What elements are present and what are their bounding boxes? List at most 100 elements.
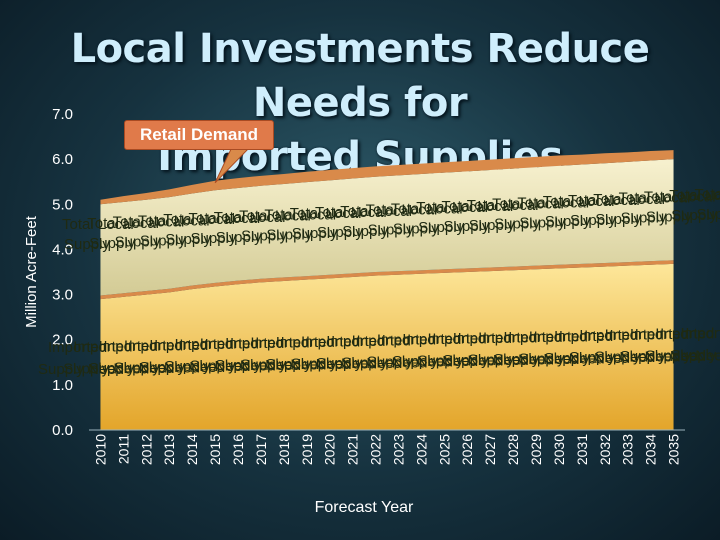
local-supply-label-line-2: Supply bbox=[621, 210, 667, 227]
x-tick-label: 2027 bbox=[482, 434, 498, 465]
x-tick-label: 2022 bbox=[368, 434, 384, 465]
imported-supply-label-line-2: Supply Need bbox=[569, 349, 655, 366]
imported-supply-label-line-2: Supply Need bbox=[519, 350, 605, 367]
local-supply-label-line-1: Total Local bbox=[391, 200, 463, 217]
x-tick-label: 2033 bbox=[620, 434, 636, 465]
local-supply-label-line-2: Supply bbox=[115, 234, 161, 251]
imported-supply-label-line-2: Supply Need bbox=[139, 359, 225, 376]
local-supply-label-line-1: Total Local bbox=[467, 197, 539, 214]
x-tick-label: 2029 bbox=[528, 434, 544, 465]
imported-supply-label-line-1: Imported bbox=[149, 337, 208, 354]
local-supply-label-line-2: Supply bbox=[165, 231, 211, 248]
local-supply-label-line-1: Total Local bbox=[62, 216, 134, 233]
x-tick-label: 2024 bbox=[413, 434, 429, 465]
local-supply-label-line-2: Supply bbox=[393, 220, 439, 237]
local-supply-area bbox=[100, 159, 674, 296]
y-tick-label: 1.0 bbox=[52, 377, 73, 394]
local-supply-label-line-1: Total Local bbox=[290, 205, 362, 222]
local-supply-label-line-1: Total Local bbox=[695, 186, 720, 203]
x-tick-label: 2021 bbox=[345, 434, 361, 465]
local-supply-label-line-2: Supply bbox=[342, 223, 388, 240]
local-supply-label-line-1: Total Local bbox=[340, 203, 412, 220]
x-tick-label: 2023 bbox=[390, 434, 406, 465]
x-tick-label: 2031 bbox=[574, 434, 590, 465]
local-supply-label-line-1: Total Local bbox=[366, 202, 438, 219]
local-supply-label-line-2: Supply bbox=[292, 225, 338, 242]
local-supply-label-line-2: Supply bbox=[140, 232, 186, 249]
imported-supply-label-line-2: Supply Need bbox=[240, 357, 326, 374]
imported-supply-label-line-2: Supply Need bbox=[342, 354, 428, 371]
local-supply-label-line-1: Total Local bbox=[138, 212, 210, 229]
imported-supply-label-line-2: Supply Need bbox=[544, 350, 630, 367]
y-tick-label: 4.0 bbox=[52, 241, 73, 258]
imported-supply-label-line-2: Supply Need bbox=[468, 351, 554, 368]
local-supply-label-line-2: Supply bbox=[469, 217, 515, 234]
local-supply-label-line-1: Total Local bbox=[644, 188, 716, 205]
local-supply-label-line-1: Total Local bbox=[315, 204, 387, 221]
imported-supply-label-line-1: Imported bbox=[478, 329, 537, 346]
local-supply-label-line-1: Total Local bbox=[264, 206, 336, 223]
imported-supply-label-line-2: Supply Need bbox=[89, 360, 175, 377]
imported-supply-label-line-1: Imported bbox=[225, 335, 284, 352]
local-supply-label-line-2: Supply bbox=[89, 235, 135, 252]
local-supply-label-line-1: Total Local bbox=[189, 210, 261, 227]
imported-supply-label-line-1: Imported bbox=[99, 338, 158, 355]
x-tick-label: 2017 bbox=[253, 434, 269, 465]
local-supply-label-line-1: Total Local bbox=[113, 214, 185, 231]
x-tick-label: 2014 bbox=[184, 434, 200, 465]
imported-supply-label-line-1: Imported bbox=[579, 327, 638, 344]
x-tick-label: 2028 bbox=[505, 434, 521, 465]
x-tick-label: 2030 bbox=[551, 434, 567, 465]
local-supply-label-line-1: Total Local bbox=[87, 215, 159, 232]
imported-supply-label-line-1: Imported bbox=[453, 330, 512, 347]
imported-supply-label-line-1: Imported bbox=[326, 333, 385, 350]
local-supply-label-line-2: Supply bbox=[368, 222, 414, 239]
x-tick-label: 2026 bbox=[459, 434, 475, 465]
x-tick-label: 2013 bbox=[161, 434, 177, 465]
x-tick-label: 2010 bbox=[92, 434, 108, 465]
retail-demand-callout-label: Retail Demand bbox=[139, 125, 259, 144]
local-supply-label-line-1: Total Local bbox=[619, 190, 691, 207]
imported-supply-label-line-2: Supply Need bbox=[316, 355, 402, 372]
imported-supply-label-line-2: Supply Need bbox=[114, 359, 200, 376]
x-tick-label: 2018 bbox=[276, 434, 292, 465]
x-axis-title: Forecast Year bbox=[315, 499, 414, 516]
imported-supply-label-line-1: Imported bbox=[681, 325, 720, 342]
x-tick-label: 2016 bbox=[230, 434, 246, 465]
x-tick-label: 2034 bbox=[643, 434, 659, 465]
imported-supply-label-line-2: Supply Need bbox=[418, 353, 504, 370]
imported-supply-label-line-1: Imported bbox=[605, 327, 664, 344]
local-supply-label-line-2: Supply bbox=[418, 219, 464, 236]
local-supply-label-line-2: Supply bbox=[216, 229, 262, 246]
imported-supply-label-line-2: Supply Need bbox=[392, 353, 478, 370]
imported-supply-label-line-2: Supply Need bbox=[215, 357, 301, 374]
local-supply-label-line-2: Supply bbox=[444, 218, 490, 235]
local-supply-label-line-1: Total Local bbox=[517, 194, 589, 211]
local-supply-label-line-2: Supply bbox=[317, 224, 363, 241]
local-supply-label-line-2: Supply bbox=[519, 214, 565, 231]
imported-supply-label-line-1: Imported bbox=[48, 339, 107, 356]
x-tick-label: 2025 bbox=[436, 434, 452, 465]
local-supply-label-line-2: Supply bbox=[64, 236, 110, 253]
local-supply-label-line-1: Total Local bbox=[163, 211, 235, 228]
imported-supply-label-line-2: Supply Need bbox=[671, 347, 720, 364]
x-tick-label: 2035 bbox=[666, 434, 682, 465]
local-supply-label-line-1: Total Local bbox=[543, 193, 615, 210]
local-supply-label-line-1: Total Local bbox=[214, 209, 286, 226]
y-tick-label: 0.0 bbox=[52, 422, 73, 439]
imported-supply-label-line-2: Supply Need bbox=[291, 355, 377, 372]
local-supply-label-line-1: Total Local bbox=[568, 192, 640, 209]
imported-supply-label-line-1: Imported bbox=[352, 332, 411, 349]
imported-supply-label-line-2: Supply Need bbox=[620, 348, 706, 365]
local-supply-label-line-2: Supply bbox=[494, 216, 540, 233]
local-supply-label-line-2: Supply bbox=[570, 212, 616, 229]
imported-supply-label-line-1: Imported bbox=[124, 337, 183, 354]
imported-supply-label-line-2: Supply Need bbox=[63, 360, 149, 377]
retail-demand-callout: Retail Demand bbox=[124, 120, 274, 150]
imported-supply-label-line-1: Imported bbox=[630, 326, 689, 343]
x-tick-label: 2020 bbox=[322, 434, 338, 465]
y-tick-label: 6.0 bbox=[52, 151, 73, 168]
imported-supply-label-line-2: Supply Need bbox=[266, 356, 352, 373]
imported-supply-edge-band bbox=[100, 260, 674, 300]
